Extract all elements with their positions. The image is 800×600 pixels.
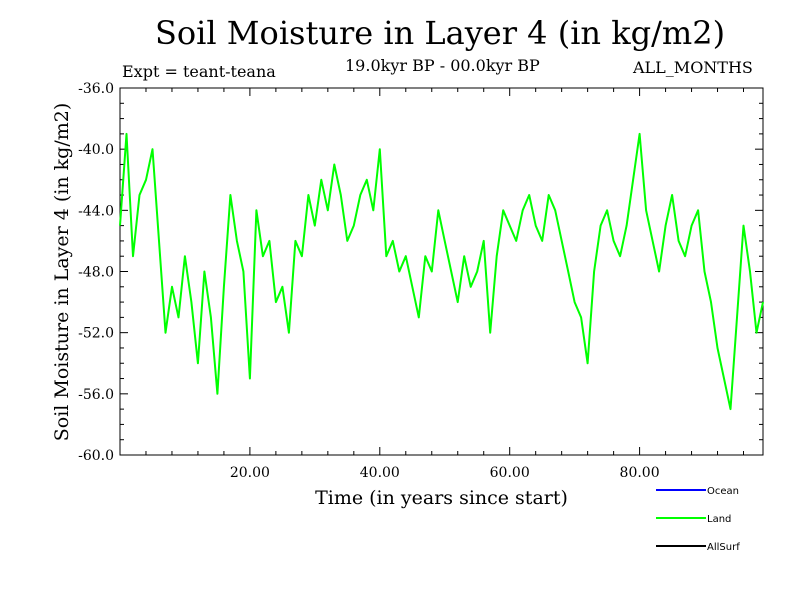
legend-label-ocean: Ocean [707, 486, 739, 497]
chart-title: Soil Moisture in Layer 4 (in kg/m2) [154, 14, 726, 52]
y-tick-label: -56.0 [78, 387, 114, 403]
y-tick-label: -40.0 [78, 142, 114, 158]
y-tick-label: -44.0 [78, 203, 114, 219]
experiment-label: Expt = teant-teana [122, 62, 276, 81]
y-tick-label: -52.0 [78, 326, 114, 342]
plot-frame [119, 87, 764, 456]
x-tick-label: 60.00 [490, 465, 530, 481]
series-line-land [119, 132, 764, 411]
x-tick-label: 80.00 [620, 465, 660, 481]
y-tick-label: -60.0 [78, 448, 114, 464]
period-label: ALL_MONTHS [633, 58, 753, 77]
legend-label-land: Land [707, 514, 731, 525]
x-tick-label: 20.00 [230, 465, 270, 481]
y-tick-label: -48.0 [78, 265, 114, 281]
y-tick-label: -36.0 [78, 81, 114, 97]
x-tick-label: 40.00 [360, 465, 400, 481]
x-axis-label: Time (in years since start) [315, 487, 568, 509]
legend-label-allsurf: AllSurf [707, 542, 740, 553]
chart-subtitle: 19.0kyr BP - 00.0kyr BP [345, 56, 540, 75]
